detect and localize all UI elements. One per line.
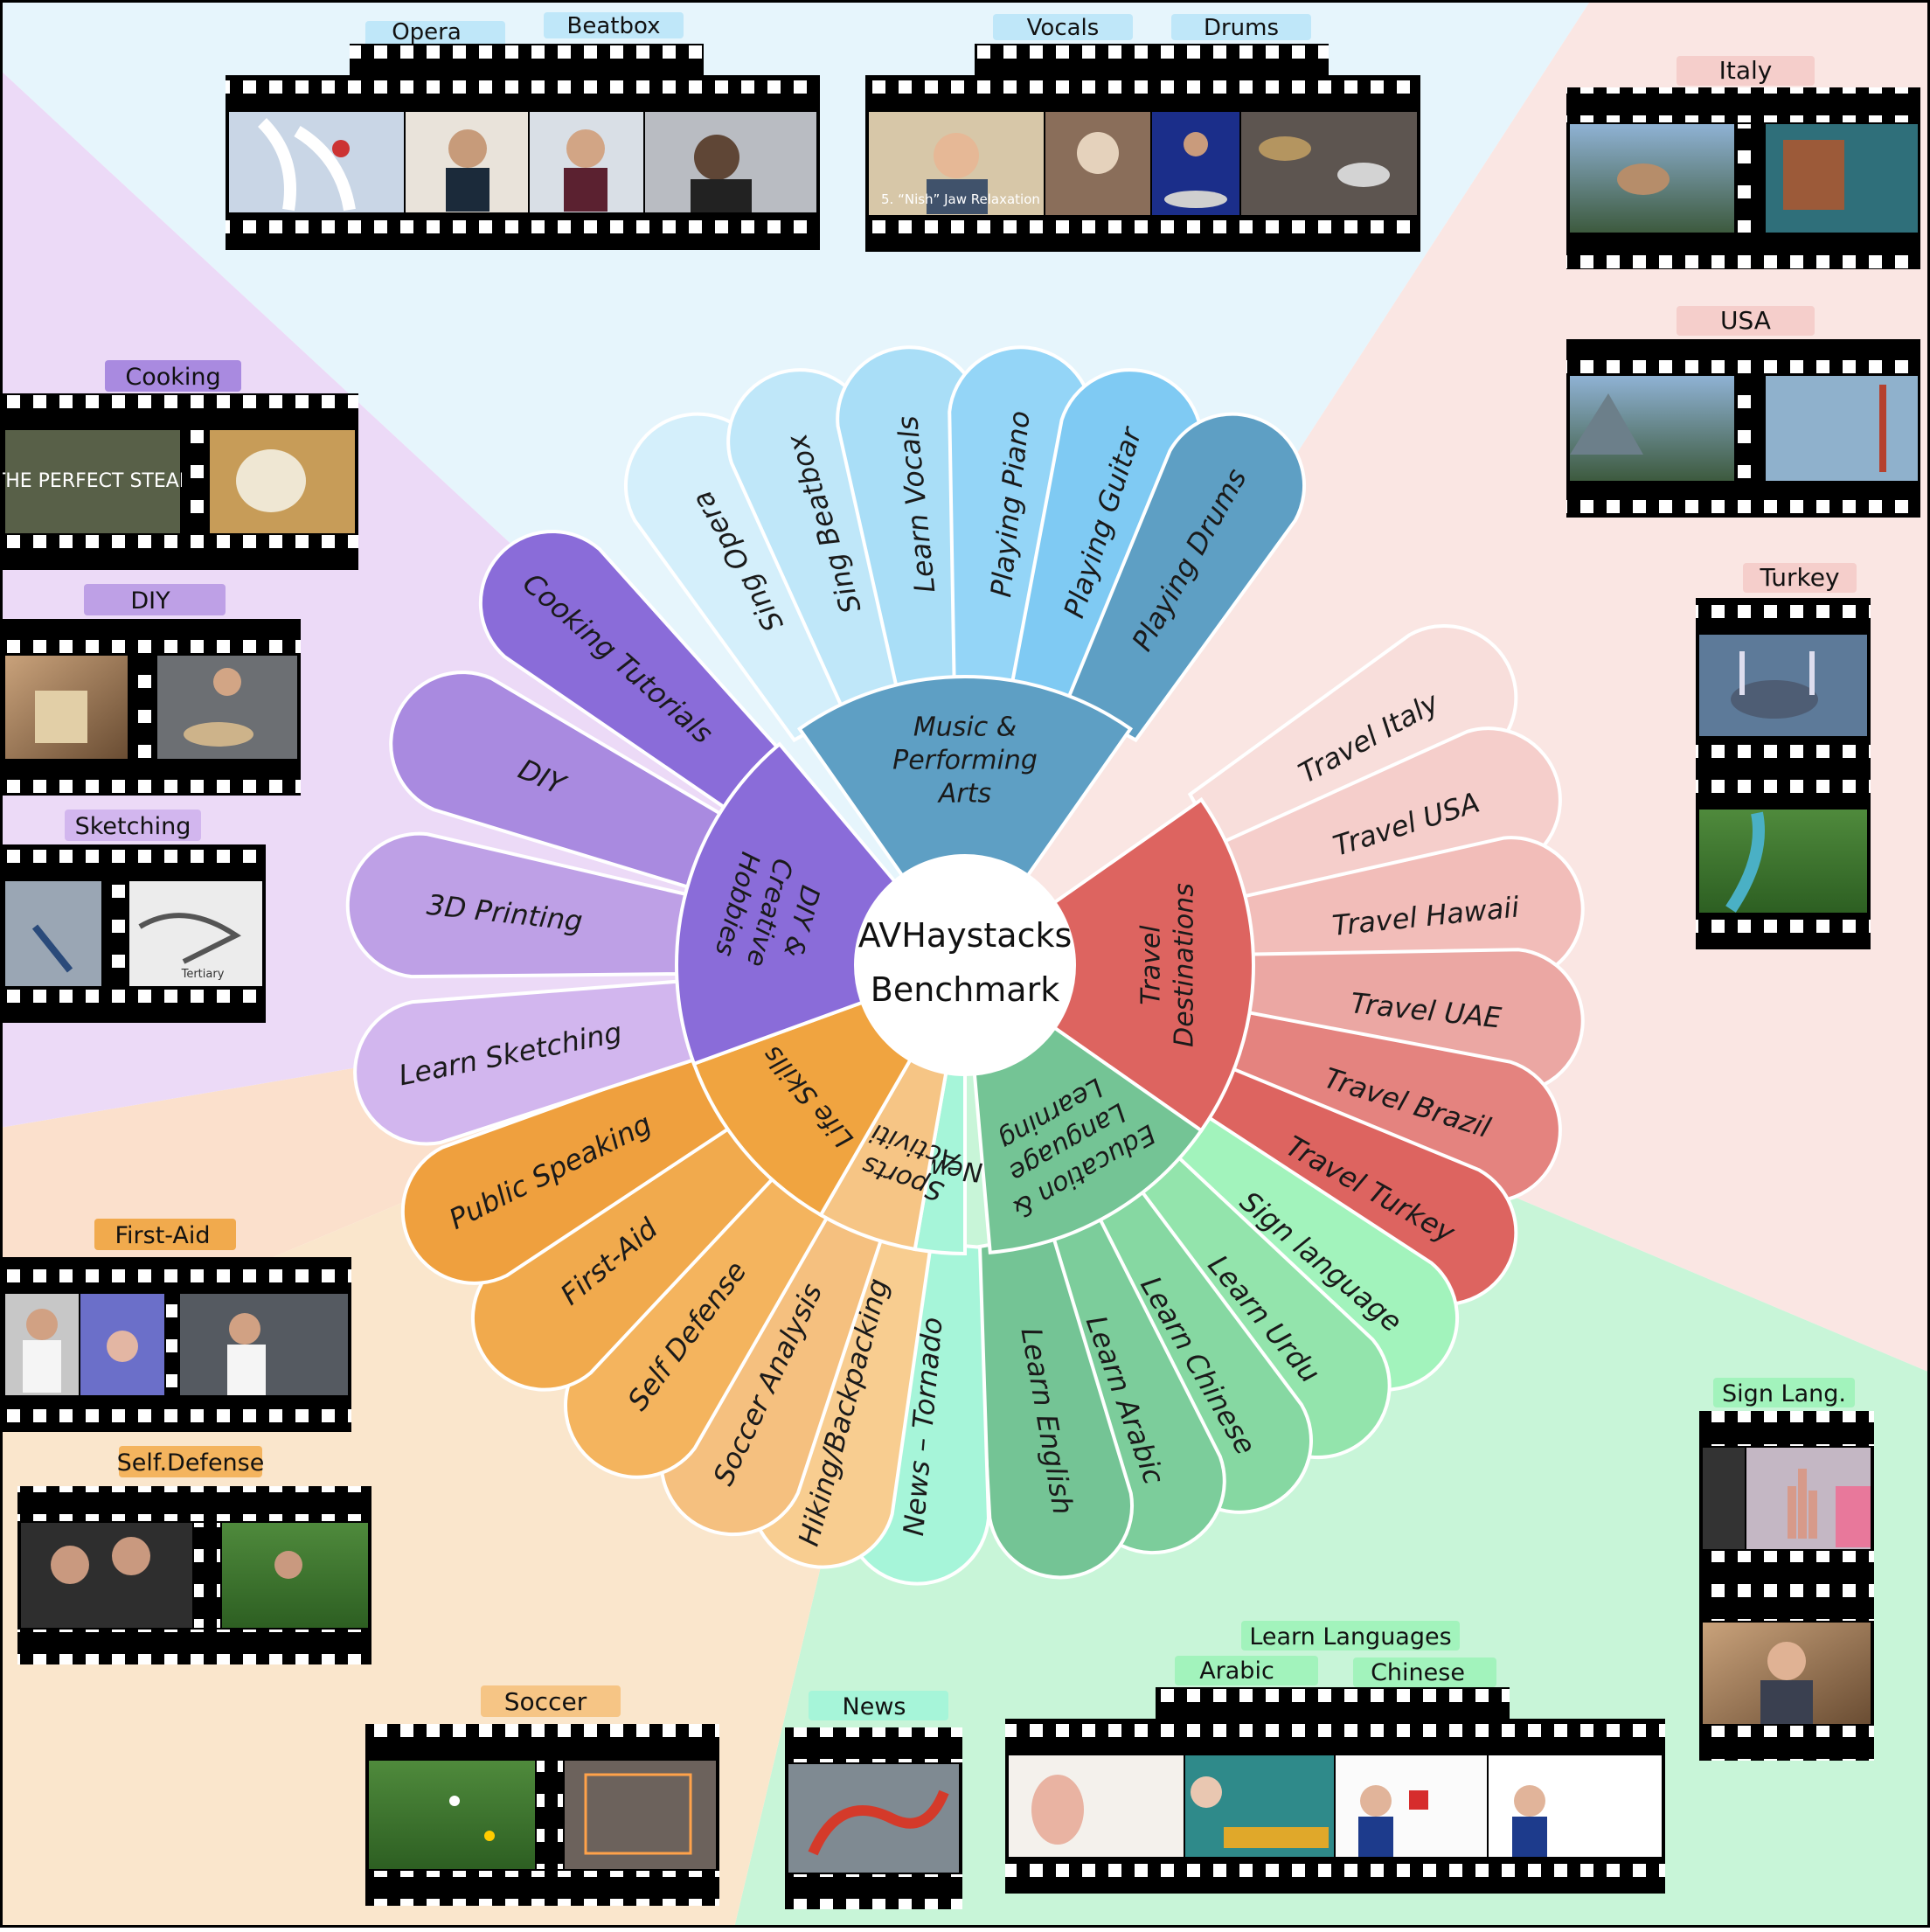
turkey-frame-river <box>1699 810 1867 913</box>
soccer-tag <box>481 1685 621 1717</box>
vocals-tag <box>993 14 1133 40</box>
petal-travel-uae: Travel UAE <box>1237 948 1585 1095</box>
self-defense-frame-1 <box>21 1523 192 1628</box>
sketching-filmstrip: Sketching Tertiary <box>2 810 266 1023</box>
sketching-frame-1 <box>5 881 101 986</box>
cooking-tag <box>105 360 241 392</box>
drums-tag-label: Drums <box>1204 15 1279 41</box>
drums-tag <box>1171 14 1311 40</box>
arabic-tag <box>1175 1656 1318 1685</box>
category-label: Travel <box>1136 925 1167 1005</box>
petal-3d-printing: 3D Printing <box>345 831 693 979</box>
cooking-tag-label: Cooking <box>125 364 220 391</box>
petal-shape <box>1065 412 1307 743</box>
category-label: Destinations <box>1170 883 1200 1047</box>
sketching-tag-label: Sketching <box>75 813 191 840</box>
drums-frame-2 <box>1241 112 1417 215</box>
italy-tag <box>1677 56 1815 86</box>
petal-shape <box>973 1232 1135 1580</box>
news-tag <box>809 1691 948 1720</box>
sketching-tag <box>65 810 201 841</box>
usa-filmstrip: USA <box>1566 306 1920 518</box>
chinese-tag <box>1353 1657 1496 1687</box>
petal-first-aid: First-Aid <box>470 1112 779 1392</box>
vocals-tag-label: Vocals <box>1027 15 1100 41</box>
petal-travel-hawaii: Travel Hawaii <box>1237 836 1585 983</box>
opera-tag <box>365 21 505 47</box>
petal-travel-brazil: Travel Brazil <box>1218 1009 1562 1204</box>
learn-languages-filmstrip: Learn Languages Arabic Chinese <box>1005 1621 1665 1894</box>
news-filmstrip: News <box>785 1691 962 1909</box>
sign-lang-tag <box>1713 1378 1855 1407</box>
chinese-tag-label: Chinese <box>1371 1659 1465 1686</box>
petal-shape <box>478 529 783 813</box>
category-label: Music & <box>913 712 1017 743</box>
sketching-caption: Tertiary <box>181 968 225 981</box>
beatbox-tag <box>544 12 684 38</box>
usa-tag <box>1677 306 1815 336</box>
sketching-frame-hand <box>129 881 262 986</box>
petal-playing-piano: Playing Piano <box>948 345 1094 693</box>
soccer-frame-pitch <box>369 1761 535 1869</box>
sign-lang-filmstrip: Sign Lang. <box>1699 1378 1874 1761</box>
turkey-tag-label: Turkey <box>1759 563 1839 592</box>
learn-languages-tag-label: Learn Languages <box>1249 1623 1451 1651</box>
petal-diy: DIY <box>389 671 727 891</box>
center-circle <box>854 854 1076 1076</box>
first-aid-tag <box>94 1219 236 1250</box>
petal-playing-drums: Playing Drums <box>1065 412 1307 743</box>
center-title-line1: AVHaystacks <box>858 916 1073 955</box>
arabic-tag-label: Arabic <box>1199 1657 1274 1685</box>
sign-frame-left <box>1703 1448 1745 1549</box>
petal-learn-vocals: Learn Vocals <box>836 345 982 693</box>
vocals-drums-filmstrip: Vocals Drums 5. “Nish” Jaw Relaxation <box>865 14 1420 252</box>
category-label: Performing <box>892 746 1038 776</box>
turkey-tag <box>1743 563 1857 593</box>
self-defense-filmstrip: Self.Defense <box>17 1446 371 1664</box>
category-life: Life Skills <box>691 999 913 1218</box>
petal-shape <box>400 1053 735 1285</box>
opera-beatbox-filmstrip: Opera Beatbox <box>226 12 820 250</box>
petal-shape <box>345 831 693 979</box>
soccer-tag-label: Soccer <box>504 1687 587 1716</box>
cooking-caption: THE PERFECT STEAK <box>0 470 192 492</box>
self-defense-tag <box>119 1446 262 1477</box>
news-tag-label: News <box>843 1693 906 1720</box>
sign-lang-tag-label: Sign Lang. <box>1722 1380 1846 1407</box>
opera-tag-label: Opera <box>392 19 462 45</box>
petal-shape <box>353 979 701 1146</box>
diy-tag-label: DIY <box>130 587 170 615</box>
cooking-filmstrip: Cooking THE PERFECT STEAK <box>0 360 358 570</box>
opera-frame-anatomy <box>229 112 404 212</box>
petal-shape <box>389 671 727 891</box>
petal-sing-opera: Sing Opera <box>623 412 865 743</box>
first-aid-tag-label: First-Aid <box>115 1222 210 1249</box>
cooking-frame-steak <box>5 430 180 533</box>
center-title-line2: Benchmark <box>871 970 1059 1009</box>
first-aid-filmstrip: First-Aid <box>2 1219 351 1432</box>
category-label: Arts <box>937 779 991 810</box>
vocals-caption: 5. “Nish” Jaw Relaxation <box>881 191 1040 207</box>
self-defense-tag-label: Self.Defense <box>117 1449 265 1477</box>
italy-filmstrip: Italy <box>1566 56 1920 269</box>
turkey-filmstrip: Turkey <box>1696 563 1871 949</box>
soccer-filmstrip: Soccer <box>365 1685 719 1906</box>
petal-learn-sketching: Learn Sketching <box>353 979 701 1146</box>
italy-tag-label: Italy <box>1719 56 1773 85</box>
usa-tag-label: USA <box>1720 306 1771 335</box>
diy-filmstrip: DIY <box>2 584 301 796</box>
usa-frame-bridge <box>1766 376 1918 481</box>
learn-languages-tag <box>1241 1621 1460 1651</box>
beatbox-tag-label: Beatbox <box>567 13 661 39</box>
diy-tag <box>84 584 226 615</box>
petal-learn-english: Learn English <box>973 1232 1135 1580</box>
